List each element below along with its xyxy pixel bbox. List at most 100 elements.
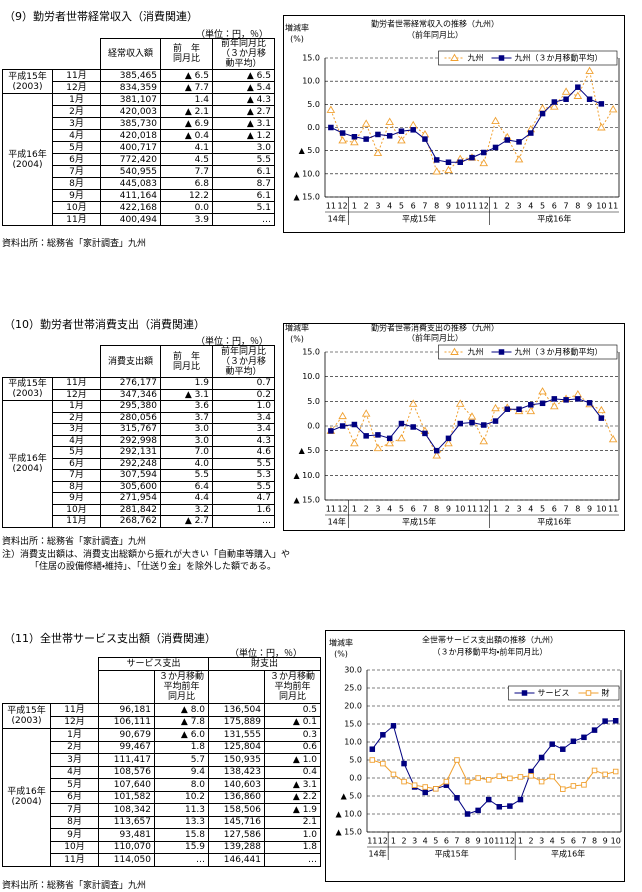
legend-label: 九州（３か月移動平均） — [515, 53, 603, 63]
data-point — [385, 438, 394, 447]
x-tick-label: 8 — [434, 202, 439, 211]
x-tick-label: 11 — [326, 202, 336, 211]
data-point — [351, 421, 358, 428]
value-cell: ▲ 1.9 — [264, 803, 322, 817]
table-row: 11月 268,762 ▲ 2.7… — [3, 515, 275, 528]
source-note: 資料出所：総務省「家計調査」九州 — [2, 881, 147, 891]
value-cell: 4.4 — [160, 492, 213, 505]
data-table: 経常収入額 前 年同月比 前年同月比 （３か月移 動平均） 平成15年 (2003) 1… — [2, 38, 275, 226]
x-tick-label: 5 — [399, 505, 404, 514]
value-cell: ▲ 3.1 — [264, 778, 322, 792]
year-label: (2004) — [11, 797, 42, 808]
header-line: 同月比 — [279, 692, 307, 702]
x-group-label: 平成16年 — [537, 517, 571, 527]
x-tick-label: 9 — [603, 837, 608, 846]
value-cell: 292,131 — [100, 446, 161, 459]
value-cell: 6.1 — [212, 165, 275, 178]
value-cell: 6.1 — [212, 189, 275, 202]
value-cell: 5.5 — [160, 469, 213, 482]
value-cell: 1.6 — [212, 503, 275, 516]
data-point — [373, 148, 383, 156]
legend-label: 九州 — [468, 54, 484, 63]
value-cell: 0.6 — [264, 740, 322, 754]
chart-subtitle: （３か月移動平均・前年同月比） — [433, 647, 548, 657]
month-cell: 1月 — [52, 400, 101, 413]
data-point — [560, 786, 566, 792]
x-tick-label: 11 — [326, 505, 336, 514]
value-cell: 5.5 — [212, 153, 275, 166]
value-cell: 3.7 — [160, 411, 213, 424]
data-point — [386, 133, 393, 139]
data-point — [386, 435, 393, 442]
data-point — [361, 119, 371, 127]
year-label: (2004) — [12, 463, 43, 474]
table-row: 平成16年 (2004) 1月 295,380 3.6 1.0 — [2, 400, 275, 528]
data-point — [422, 784, 428, 790]
legend-label: 九州（３か月移動平均） — [515, 347, 603, 357]
x-tick-label: 7 — [422, 202, 427, 211]
data-point — [598, 415, 605, 421]
y-tick-label: 5.0 — [307, 100, 320, 109]
y-tick-label: 10.0 — [302, 77, 320, 86]
value-cell: 3.0 — [160, 423, 213, 436]
blank-header — [2, 657, 99, 704]
value-cell: 0.4 — [264, 765, 322, 779]
year-label: 平成16年 — [8, 453, 47, 464]
data-point — [433, 157, 440, 163]
data-point — [350, 137, 359, 146]
header-line: ３か月移動 — [159, 672, 205, 682]
value-cell: ▲ 7.7 — [160, 81, 213, 94]
year-cell: 平成16年 (2004) — [2, 93, 53, 226]
data-point — [591, 767, 598, 774]
data-point — [422, 136, 428, 142]
value-cell: 1.0 — [212, 400, 275, 413]
value-cell: 11.3 — [153, 803, 210, 817]
value-cell: 108,342 — [98, 803, 155, 817]
month-cell: 10月 — [52, 201, 101, 214]
y-tick-label: ▲ 5.0 — [299, 446, 320, 455]
x-tick-label: 10 — [455, 505, 465, 514]
table-row: 平成15年 (2003) 11月 276,177 1.9 0.7 — [2, 377, 275, 401]
column-header: ３か月移動 平均前年 同月比 — [153, 670, 210, 704]
y-tick-label: 10.0 — [344, 738, 362, 747]
value-cell: 15.9 — [153, 840, 210, 854]
value-cell: 280,056 — [100, 411, 161, 424]
data-point — [581, 782, 587, 788]
data-point — [432, 451, 442, 459]
table-row: 平成16年 (2004) 1月 90,679 ▲ 6.0 131,555 0.3 — [2, 728, 322, 867]
y-tick-label: 5.0 — [349, 756, 362, 765]
value-cell: 0.2 — [212, 388, 275, 401]
table-row: 8月 113,657 13.3 145,716 2.1 — [3, 815, 322, 829]
data-point — [390, 771, 397, 778]
value-cell: 114,050 — [98, 853, 155, 867]
data-point — [401, 760, 407, 767]
value-cell: 3.0 — [212, 141, 275, 154]
x-tick-label: 9 — [587, 202, 592, 211]
value-cell: 1.8 — [264, 840, 322, 854]
data-point — [602, 718, 608, 724]
value-cell: 347,346 — [100, 388, 161, 401]
y-tick-label: 0.0 — [307, 422, 320, 431]
value-cell: 834,359 — [100, 81, 161, 94]
month-cell: 9月 — [52, 492, 101, 505]
x-group-label: 14年 — [328, 214, 346, 224]
value-cell: 4.3 — [212, 434, 275, 447]
value-cell: 1.9 — [160, 377, 213, 390]
value-cell: ▲ 3.1 — [212, 117, 275, 130]
value-cell: 138,423 — [208, 765, 266, 779]
value-cell: 540,955 — [100, 165, 161, 178]
month-cell: 12月 — [52, 388, 101, 401]
data-point — [397, 433, 406, 442]
data-point — [551, 396, 558, 402]
data-point — [443, 778, 450, 785]
value-cell: ▲ 6.9 — [160, 117, 213, 130]
data-point — [597, 123, 606, 131]
data-table: サービス支出 財支出 ３か月移動 平均前年 同月比 ３か月移動 平均前年 同月比 平成1… — [2, 657, 322, 867]
x-tick-label: 12 — [505, 837, 515, 846]
y-tick-label: ▲ 10.0 — [335, 810, 362, 819]
x-group-label: 平成15年 — [402, 214, 436, 224]
data-point — [602, 771, 608, 778]
x-tick-label: 4 — [423, 837, 428, 846]
value-cell: ▲ 2.2 — [264, 790, 322, 804]
data-point — [492, 144, 499, 151]
